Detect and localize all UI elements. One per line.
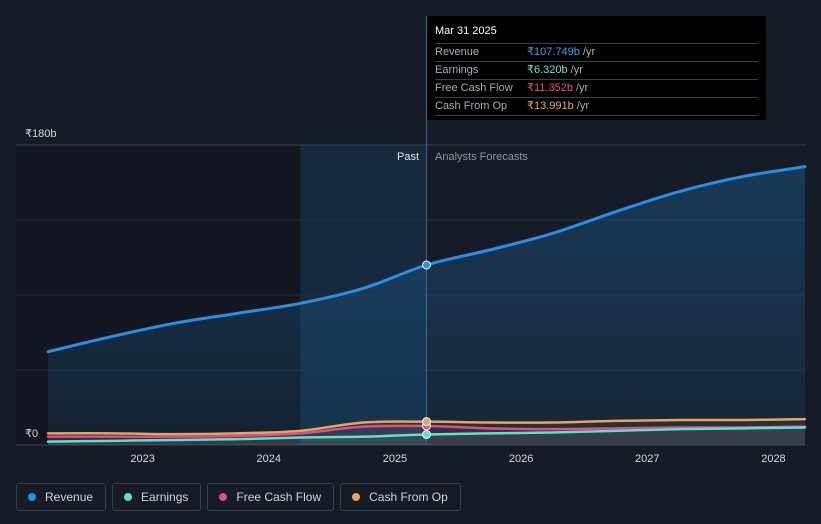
legend-label: Revenue [45,490,94,504]
past-label: Past [397,151,419,163]
forecast-label: Analysts Forecasts [435,151,528,163]
tooltip-date: Mar 31 2025 [435,25,497,37]
legend-item-earnings[interactable]: Earnings [112,483,202,511]
legend: Revenue Earnings Free Cash Flow Cash Fro… [16,483,461,513]
tooltip-label: Earnings [435,64,479,76]
x-tick-label: 2024 [257,453,281,465]
x-tick-label: 2026 [509,453,533,465]
tooltip-row-earnings: Earnings ₹6.320b /yr [435,61,758,79]
tooltip-label: Free Cash Flow [435,82,513,94]
legend-dot-icon [124,493,133,501]
legend-dot-icon [219,493,228,501]
tooltip-unit: /yr [575,82,589,94]
tooltip-value: ₹107.749b [527,46,580,58]
tooltip-unit: /yr [576,100,589,112]
y-axis-bottom-label: ₹0 [25,428,38,440]
tooltip-value: ₹11.352b [527,82,573,94]
tooltip-label: Cash From Op [435,100,508,112]
x-tick-label: 2027 [635,453,659,465]
x-tick-label: 2023 [130,453,154,465]
highlight-dots [422,260,431,439]
x-tick-label: 2025 [383,453,407,465]
tooltip-label: Revenue [435,46,480,58]
tooltip-value: ₹13.991b [527,100,574,112]
legend-dot-icon [28,493,36,501]
tooltip-value: ₹6.320b [527,64,568,76]
legend-dot-icon [352,493,361,501]
tooltip: Mar 31 2025 Revenue ₹107.749b /yr Earnin… [427,16,766,120]
tooltip-row-revenue: Revenue ₹107.749b /yr [435,43,758,61]
dot-revenue [422,260,431,270]
tooltip-unit: /yr [582,46,596,58]
tooltip-unit: /yr [570,64,583,76]
tooltip-row-cash-from-op: Cash From Op ₹13.991b /yr [435,97,758,116]
y-axis-top-label: ₹180b [25,128,56,140]
legend-label: Free Cash Flow [236,490,322,504]
dot-earnings [422,430,431,439]
legend-label: Earnings [141,490,189,504]
legend-label: Cash From Op [369,490,448,504]
x-tick-label: 2028 [761,453,785,465]
x-axis-ticks: 2023 2024 2025 2026 2027 2028 [130,453,785,465]
legend-item-free-cash-flow[interactable]: Free Cash Flow [207,483,335,511]
legend-item-cash-from-op[interactable]: Cash From Op [340,483,461,511]
legend-item-revenue[interactable]: Revenue [16,483,107,511]
dot-cash-from-op [422,417,431,427]
tooltip-row-free-cash-flow: Free Cash Flow ₹11.352b /yr [435,79,758,97]
